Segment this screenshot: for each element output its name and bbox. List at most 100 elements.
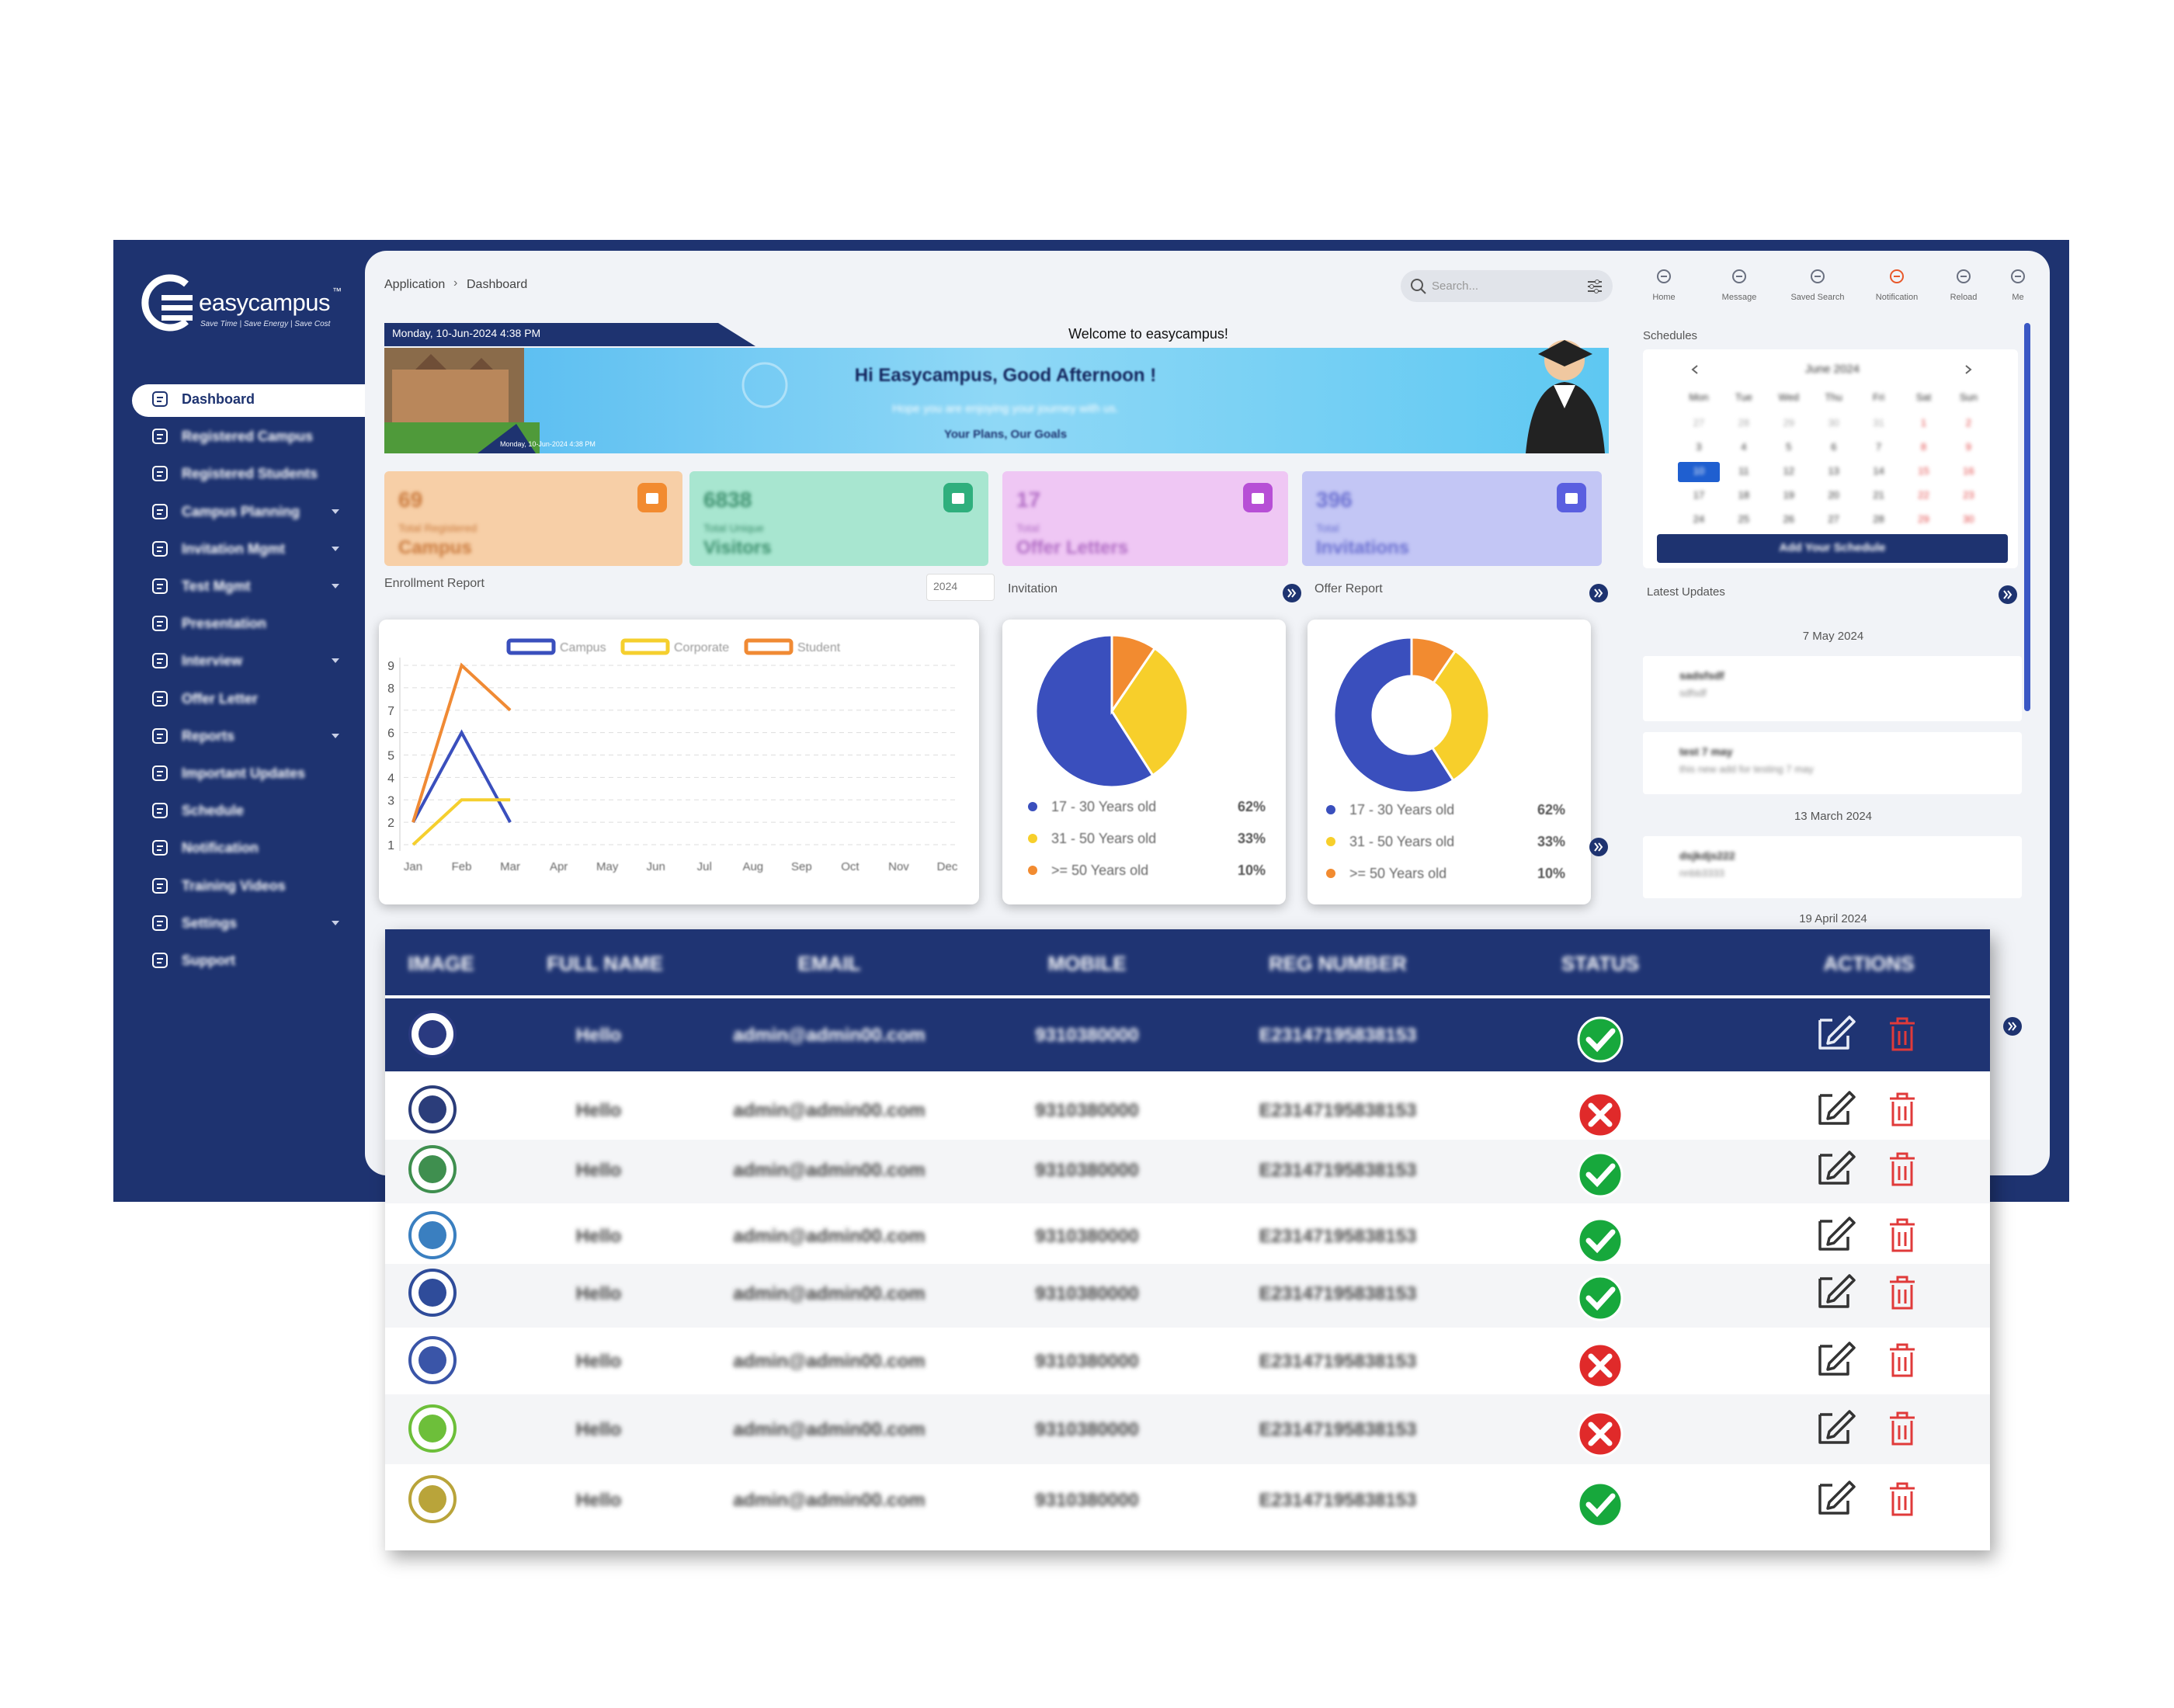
menu-item[interactable]: Settings xyxy=(182,915,238,931)
table-row[interactable] xyxy=(385,1071,1990,1140)
calendar-day[interactable]: 27 xyxy=(1693,417,1705,429)
submenu-chevron[interactable] xyxy=(330,731,341,741)
menu-icon[interactable] xyxy=(151,614,169,633)
calendar-day[interactable]: 29 xyxy=(1918,513,1929,525)
menu-icon[interactable] xyxy=(151,914,169,932)
header-icon-label[interactable]: Saved Search xyxy=(1790,293,1845,302)
menu-icon[interactable] xyxy=(151,427,169,446)
table-row[interactable] xyxy=(385,1328,1990,1394)
calendar-day[interactable]: 19 xyxy=(1783,489,1795,501)
delete-button[interactable] xyxy=(1890,1017,1915,1051)
delete-button[interactable] xyxy=(1890,1411,1915,1446)
delete-button[interactable] xyxy=(1890,1092,1915,1127)
menu-item[interactable]: Presentation xyxy=(182,616,267,632)
calendar-day[interactable]: 1 xyxy=(1920,417,1927,429)
calendar-day[interactable]: 2 xyxy=(1965,417,1971,429)
calendar-day[interactable]: 28 xyxy=(1873,513,1884,525)
calendar-day[interactable]: 6 xyxy=(1831,441,1837,453)
menu-item[interactable]: Training Videos xyxy=(182,877,286,894)
header-icon-label[interactable]: Home xyxy=(1652,293,1676,302)
calendar-day[interactable]: 17 xyxy=(1693,489,1705,501)
menu-icon[interactable] xyxy=(151,838,169,857)
edit-button[interactable] xyxy=(1818,1342,1856,1376)
menu-item[interactable]: Test Mgmt xyxy=(182,578,251,594)
header-icon[interactable] xyxy=(1954,267,1973,286)
calendar-day[interactable]: 15 xyxy=(1918,465,1929,477)
menu-icon[interactable] xyxy=(151,764,169,783)
menu-icon[interactable] xyxy=(151,801,169,820)
submenu-chevron[interactable] xyxy=(330,507,341,516)
header-icon-label[interactable]: Message xyxy=(1721,293,1757,302)
table-row[interactable] xyxy=(385,1394,1990,1464)
calendar-day[interactable]: 28 xyxy=(1738,417,1750,429)
menu-icon[interactable] xyxy=(151,689,169,708)
edit-button[interactable] xyxy=(1818,1410,1856,1444)
menu-icon[interactable] xyxy=(151,502,169,521)
calendar-day[interactable]: 29 xyxy=(1783,417,1795,429)
menu-item[interactable]: Important Updates xyxy=(182,765,306,781)
submenu-chevron[interactable] xyxy=(330,656,341,665)
menu-item[interactable]: Campus Planning xyxy=(182,503,300,519)
add-schedule-button[interactable] xyxy=(1657,534,2008,563)
calendar-day[interactable]: 25 xyxy=(1738,513,1750,525)
calendar-day[interactable]: 24 xyxy=(1693,513,1705,525)
more-arrow[interactable] xyxy=(1282,583,1302,603)
breadcrumb-item[interactable]: Application xyxy=(384,278,446,291)
scrollbar[interactable] xyxy=(2024,323,2030,711)
submenu-chevron[interactable] xyxy=(330,544,341,554)
header-icon[interactable] xyxy=(1730,267,1749,286)
menu-item[interactable]: Registered Campus xyxy=(182,429,314,445)
calendar-day[interactable]: 20 xyxy=(1828,489,1839,501)
header-icon-label[interactable]: Me xyxy=(2012,293,2024,302)
menu-item[interactable]: Reports xyxy=(182,727,235,744)
menu-icon[interactable] xyxy=(151,577,169,595)
menu-item[interactable]: Dashboard xyxy=(182,391,255,407)
submenu-chevron[interactable] xyxy=(330,918,341,928)
more-arrow[interactable] xyxy=(2002,1016,2023,1036)
calendar-day[interactable]: 7 xyxy=(1875,441,1882,453)
year-select[interactable] xyxy=(926,574,995,601)
delete-button[interactable] xyxy=(1890,1152,1915,1186)
more-arrow[interactable] xyxy=(1998,585,2018,605)
calendar-day[interactable]: 22 xyxy=(1918,489,1929,501)
edit-button[interactable] xyxy=(1818,1217,1856,1251)
menu-item[interactable]: Offer Letter xyxy=(182,690,259,706)
header-icon[interactable] xyxy=(1655,267,1673,286)
header-icon-label[interactable]: Notification xyxy=(1875,293,1919,302)
calendar-day[interactable]: 11 xyxy=(1738,465,1749,477)
header-icon[interactable] xyxy=(1808,267,1827,286)
calendar-next[interactable] xyxy=(1963,363,1974,376)
menu-icon[interactable] xyxy=(151,951,169,970)
calendar-day[interactable]: 9 xyxy=(1965,441,1971,453)
delete-button[interactable] xyxy=(1890,1218,1915,1252)
table-row[interactable] xyxy=(385,1264,1990,1328)
filter-icon[interactable] xyxy=(1586,278,1603,295)
calendar-day[interactable]: 8 xyxy=(1920,441,1927,453)
calendar-day[interactable]: 12 xyxy=(1783,465,1795,477)
delete-button[interactable] xyxy=(1890,1343,1915,1377)
edit-button[interactable] xyxy=(1818,1015,1856,1050)
stat-card[interactable] xyxy=(1002,471,1288,566)
menu-icon[interactable] xyxy=(151,540,169,558)
header-icon[interactable] xyxy=(2009,267,2027,286)
menu-icon[interactable] xyxy=(151,390,169,408)
table-row[interactable] xyxy=(385,998,1990,1071)
more-arrow[interactable] xyxy=(1589,583,1609,603)
menu-icon[interactable] xyxy=(151,651,169,670)
calendar-day[interactable]: 30 xyxy=(1963,513,1974,525)
stat-card[interactable] xyxy=(1302,471,1602,566)
delete-button[interactable] xyxy=(1890,1276,1915,1310)
stat-card[interactable] xyxy=(384,471,682,566)
calendar-day[interactable]: 26 xyxy=(1783,513,1795,525)
more-arrow[interactable] xyxy=(1589,837,1609,857)
update-card[interactable] xyxy=(1643,656,2022,721)
edit-button[interactable] xyxy=(1818,1481,1856,1515)
table-row[interactable] xyxy=(385,1203,1990,1264)
menu-icon[interactable] xyxy=(151,464,169,483)
update-card[interactable] xyxy=(1643,732,2022,794)
menu-item[interactable]: Interview xyxy=(182,653,243,669)
calendar-day[interactable]: 31 xyxy=(1873,417,1884,429)
calendar-prev[interactable] xyxy=(1690,363,1700,376)
calendar-day[interactable]: 16 xyxy=(1963,465,1974,477)
edit-button[interactable] xyxy=(1818,1091,1856,1125)
